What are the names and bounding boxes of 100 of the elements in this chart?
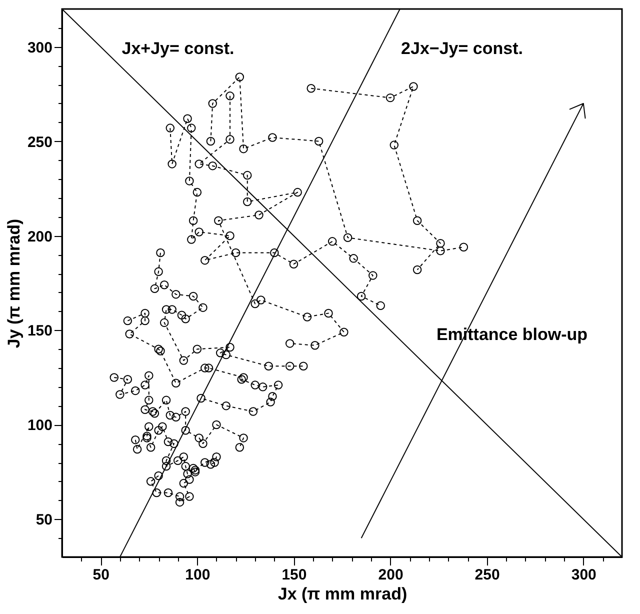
point — [356, 292, 366, 301]
point — [235, 72, 244, 82]
y-tick-label: 200 — [27, 228, 52, 246]
point — [144, 371, 154, 380]
point — [239, 373, 248, 382]
point — [285, 362, 294, 371]
point — [140, 308, 150, 318]
point — [188, 292, 198, 301]
point — [172, 378, 180, 388]
point — [200, 364, 210, 372]
point — [314, 136, 324, 146]
point — [200, 458, 210, 467]
point — [132, 444, 142, 454]
point — [412, 265, 422, 274]
point — [214, 216, 223, 226]
point — [156, 248, 165, 258]
point — [123, 375, 132, 384]
point — [173, 456, 182, 465]
point — [175, 492, 184, 501]
point — [140, 405, 150, 414]
point — [146, 443, 156, 452]
point — [436, 246, 445, 256]
point — [268, 392, 277, 401]
point — [177, 310, 186, 320]
point — [162, 396, 171, 405]
x-tick-label: 300 — [571, 566, 596, 584]
point — [142, 434, 152, 442]
point — [349, 254, 358, 263]
point — [154, 267, 163, 276]
x-tick-label: 150 — [282, 566, 307, 584]
point — [181, 314, 190, 324]
point — [152, 488, 161, 498]
point — [162, 305, 171, 314]
point — [436, 238, 445, 248]
point — [150, 284, 160, 294]
point — [235, 443, 244, 452]
point — [168, 305, 176, 314]
point — [243, 170, 252, 180]
point — [123, 316, 132, 326]
point — [183, 114, 192, 123]
point — [154, 344, 163, 354]
point — [150, 409, 160, 418]
point — [172, 412, 180, 422]
point — [116, 390, 124, 399]
y-axis-title: Jy (π mm mrad) — [4, 218, 24, 348]
point — [190, 466, 200, 474]
point — [231, 248, 240, 258]
point — [289, 260, 298, 268]
point — [181, 407, 190, 416]
point — [222, 350, 231, 360]
point — [206, 460, 216, 469]
point — [144, 422, 154, 431]
point — [170, 439, 178, 448]
series-label: Jx+Jy= const. — [122, 39, 234, 58]
point — [140, 316, 150, 326]
y-tick-label: 250 — [27, 134, 52, 151]
point — [254, 210, 264, 220]
point — [175, 498, 184, 507]
point — [146, 477, 156, 486]
x-tick-label: 250 — [474, 566, 500, 584]
point — [185, 492, 194, 501]
point — [226, 92, 234, 100]
point — [237, 375, 246, 384]
point — [208, 161, 217, 170]
point — [198, 303, 208, 312]
point — [274, 380, 283, 390]
point — [183, 469, 192, 478]
point — [190, 468, 200, 476]
y-tick-label: 50 — [36, 512, 52, 529]
point — [250, 299, 260, 308]
point — [187, 124, 196, 132]
point — [222, 401, 231, 410]
point — [164, 437, 173, 446]
point — [250, 380, 260, 390]
point — [299, 362, 308, 371]
point — [194, 434, 204, 442]
point — [264, 362, 273, 371]
point — [166, 410, 175, 420]
point — [324, 308, 333, 318]
point — [140, 380, 150, 390]
point — [390, 140, 399, 150]
point — [216, 348, 225, 358]
point — [154, 471, 163, 480]
point — [196, 394, 206, 403]
point — [376, 301, 385, 310]
point — [210, 458, 219, 467]
point — [256, 296, 266, 304]
point — [162, 456, 171, 465]
y-tick-label: 100 — [27, 417, 52, 434]
x-axis-title: Jx (π mm mrad) — [278, 584, 408, 604]
point — [148, 407, 158, 416]
point — [168, 160, 176, 168]
point — [110, 373, 119, 382]
point — [188, 464, 198, 473]
point — [179, 356, 188, 365]
point — [243, 197, 252, 206]
point — [198, 439, 208, 448]
point — [142, 432, 152, 440]
point — [412, 216, 422, 226]
point — [368, 271, 378, 280]
